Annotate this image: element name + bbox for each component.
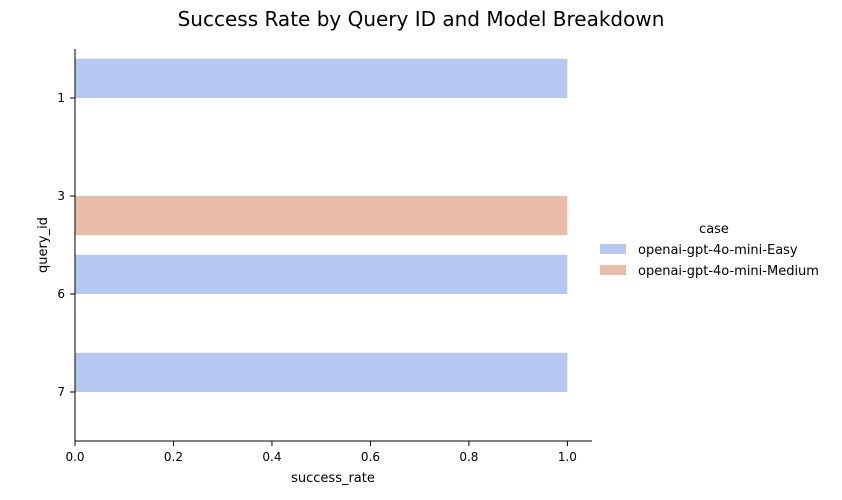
legend-swatch: [600, 265, 626, 275]
legend: case openai-gpt-4o-mini-Easyopenai-gpt-4…: [600, 222, 819, 279]
y-tick-label: 3: [57, 189, 65, 203]
chart-title: Success Rate by Query ID and Model Break…: [178, 7, 665, 31]
y-axis-label: query_id: [36, 217, 51, 273]
y-tick-label: 6: [57, 287, 65, 301]
legend-swatch: [600, 244, 626, 254]
legend-label: openai-gpt-4o-mini-Easy: [638, 243, 798, 258]
y-tick-label: 1: [57, 91, 65, 105]
y-ticks: 1 3 6 7: [57, 91, 75, 399]
x-axis-label: success_rate: [291, 471, 375, 486]
x-tick-label: 1.0: [558, 450, 577, 464]
legend-label: openai-gpt-4o-mini-Medium: [638, 264, 819, 279]
legend-title: case: [699, 222, 729, 237]
bar-openai-gpt-4o-mini-Easy-7: [75, 352, 568, 392]
x-ticks: 0.0 0.2 0.4 0.6 0.8 1.0: [65, 441, 577, 464]
bar-openai-gpt-4o-mini-Medium-3: [75, 196, 568, 236]
y-tick-label: 7: [57, 385, 65, 399]
bars-layer: [75, 58, 568, 392]
bar-openai-gpt-4o-mini-Easy-1: [75, 58, 568, 98]
x-tick-label: 0.8: [459, 450, 478, 464]
x-tick-label: 0.2: [164, 450, 183, 464]
legend-items: openai-gpt-4o-mini-Easy openai-gpt-4o-min…: [600, 243, 819, 279]
x-tick-label: 0.4: [262, 450, 281, 464]
x-tick-label: 0.6: [361, 450, 380, 464]
bar-openai-gpt-4o-mini-Easy-6: [75, 254, 568, 294]
x-tick-label: 0.0: [65, 450, 84, 464]
